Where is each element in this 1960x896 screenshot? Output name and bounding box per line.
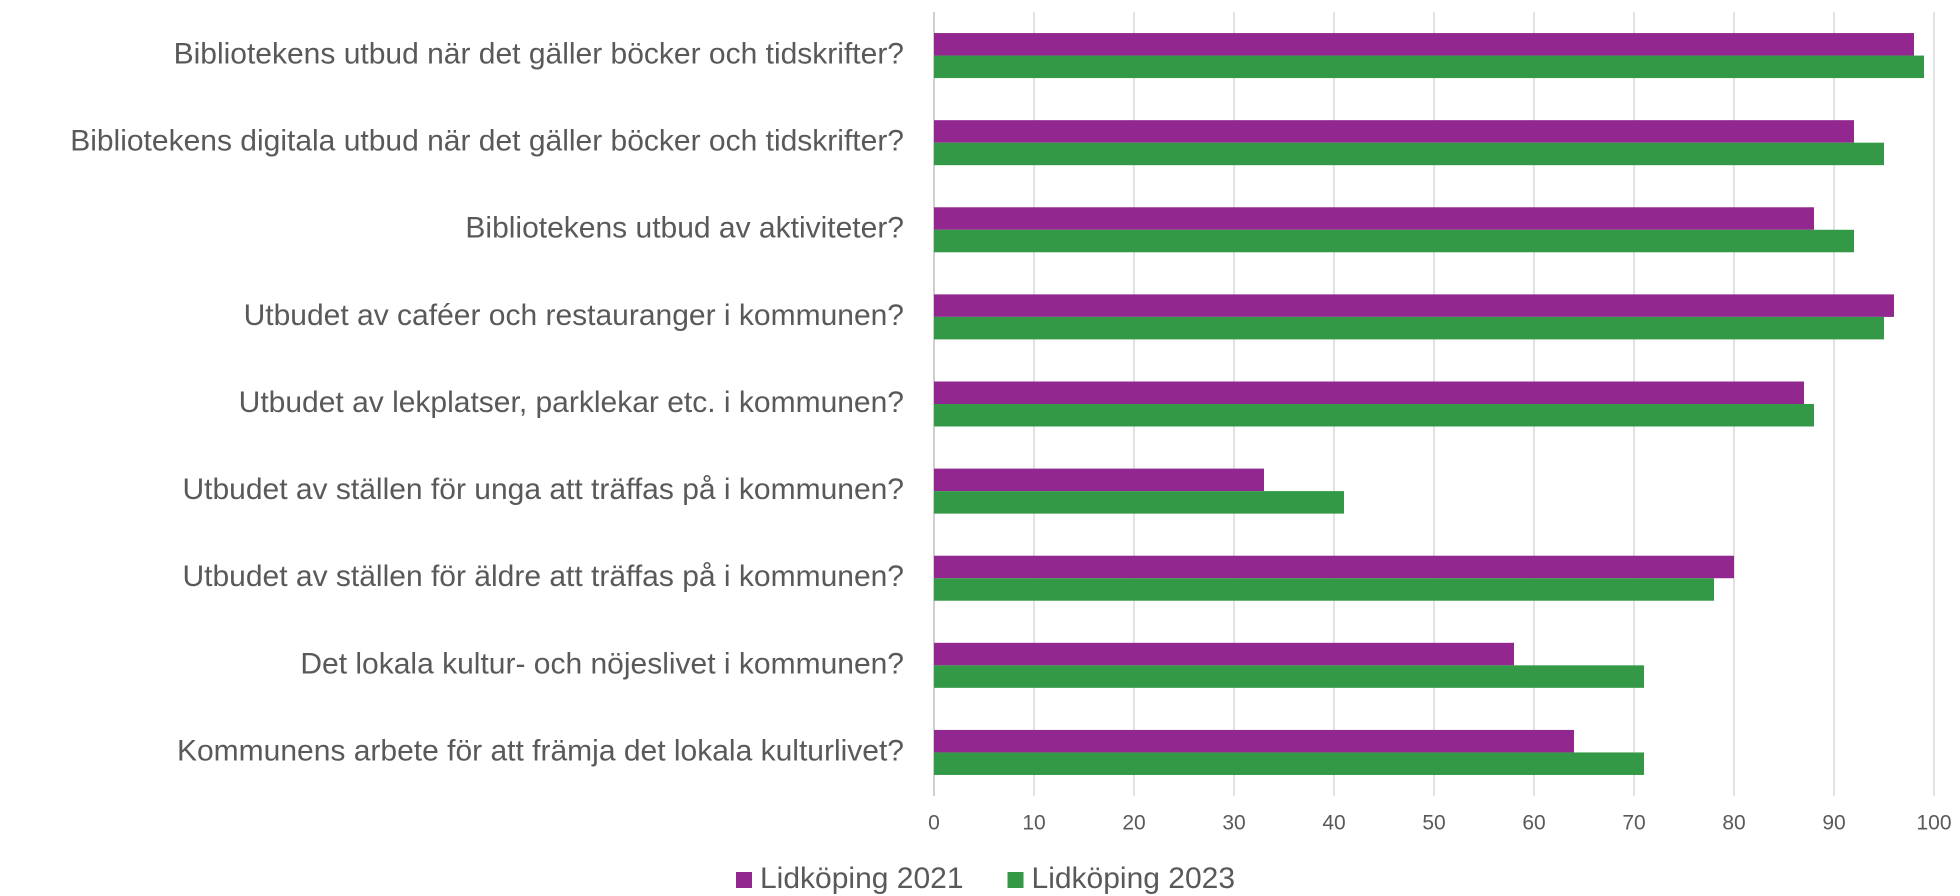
bar: [934, 578, 1714, 601]
bar: [934, 752, 1644, 775]
x-tick-label: 10: [1022, 812, 1045, 835]
x-tick-label: 100: [1916, 812, 1951, 835]
x-tick-label: 40: [1322, 812, 1345, 835]
category-label: Utbudet av ställen för unga att träffas …: [182, 473, 904, 506]
category-label: Utbudet av ställen för äldre att träffas…: [182, 560, 904, 593]
category-label: Kommunens arbete för att främja det loka…: [177, 734, 904, 767]
bar: [934, 55, 1924, 79]
bar: [934, 404, 1814, 427]
x-tick-label: 80: [1722, 812, 1745, 835]
bar: [934, 294, 1894, 317]
bar: [934, 555, 1734, 579]
category-label: Utbudet av caféer och restauranger i kom…: [244, 299, 904, 332]
bar: [934, 491, 1344, 514]
legend-label: Lidköping 2021: [760, 862, 964, 895]
bar: [934, 33, 1914, 56]
x-tick-label: 70: [1622, 812, 1645, 835]
category-label: Utbudet av lekplatser, parklekar etc. i …: [239, 386, 904, 419]
bar: [934, 642, 1514, 666]
bar: [934, 381, 1804, 404]
category-label: Bibliotekens utbud när det gäller böcker…: [174, 37, 904, 70]
bar: [934, 316, 1884, 340]
category-label: Det lokala kultur- och nöjeslivet i komm…: [300, 647, 904, 680]
x-tick-label: 50: [1422, 812, 1445, 835]
legend-swatch: [1007, 872, 1024, 888]
bar: [934, 468, 1264, 492]
x-tick-label: 90: [1822, 812, 1845, 835]
x-tick-label: 60: [1522, 812, 1545, 835]
bar: [934, 120, 1854, 143]
category-label: Bibliotekens utbud av aktiviteter?: [465, 212, 904, 245]
x-tick-label: 30: [1222, 812, 1245, 835]
bar: [934, 142, 1884, 166]
x-tick-label: 20: [1122, 812, 1145, 835]
legend-swatch: [736, 872, 752, 888]
bar: [934, 729, 1574, 753]
bar: [934, 207, 1814, 230]
category-label: Bibliotekens digitala utbud när det gäll…: [70, 125, 904, 158]
bar: [934, 665, 1644, 688]
bar: [934, 229, 1854, 253]
legend-label: Lidköping 2023: [1032, 862, 1236, 895]
x-tick-label: 0: [928, 812, 940, 835]
